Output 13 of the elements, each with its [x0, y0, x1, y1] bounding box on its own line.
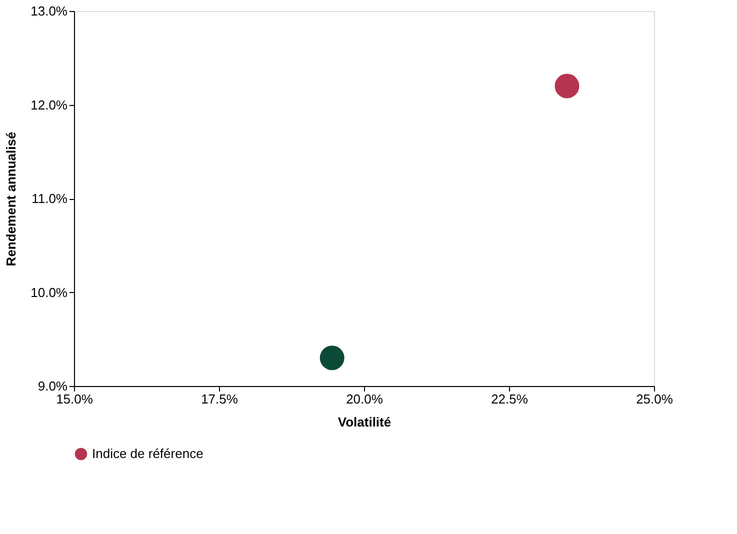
x-tick-label: 22.5%	[491, 392, 528, 406]
x-axis-title: Volatilité	[338, 414, 392, 430]
y-tick-label: 10.0%	[30, 284, 68, 300]
legend-label: Indice de référence	[92, 446, 204, 461]
x-tick-label: 15.0%	[56, 392, 94, 406]
x-tick-label: 20.0%	[346, 392, 384, 406]
y-tick-label: 12.0%	[30, 97, 68, 112]
x-tick-label: 17.5%	[201, 392, 238, 406]
y-tick-label: 13.0%	[30, 4, 68, 18]
x-tick-label: 25.0%	[636, 392, 674, 406]
y-tick-label: 11.0%	[32, 191, 68, 206]
y-axis-title: Rendement annualisé	[4, 132, 19, 266]
y-tick-label: 9.0%	[38, 378, 68, 394]
